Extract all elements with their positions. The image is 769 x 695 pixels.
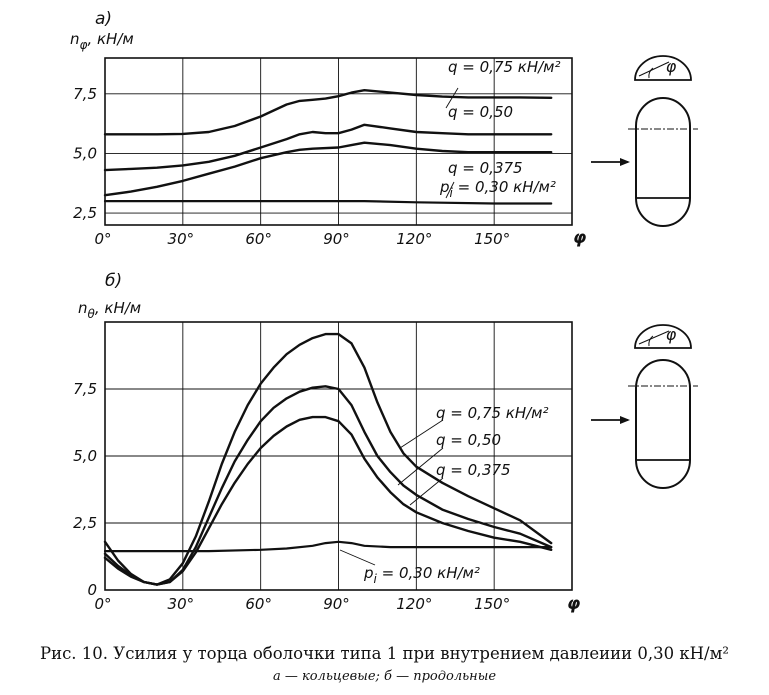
x-tick-label: 120° [396, 230, 432, 248]
series-line-1 [103, 88, 553, 136]
chart-panel-a: 0° 30° 60° 90° 120° 150° 2,5 5,0 7,5 q = 0,75 кН/… [70, 9, 586, 248]
pi-value: = 0,30 кН/м² [453, 178, 556, 196]
angle-arc [648, 335, 654, 347]
pi-value: = 0,30 кН/м² [377, 564, 480, 582]
y-axis-unit: , кН/м [95, 299, 141, 317]
y-tick-label: 7,5 [73, 85, 97, 103]
series-label-q375: q = 0,375 [448, 159, 523, 177]
x-tick-label: 90° [323, 595, 350, 613]
arrow-head [620, 416, 630, 424]
annotation-leader [339, 549, 376, 566]
x-tick-label: 30° [168, 230, 195, 248]
y-axis-label: nθ, кН/м [78, 299, 141, 321]
caption-sub: а — кольцевые; б — продольные [272, 669, 497, 684]
y-tick-label: 5,0 [73, 447, 97, 465]
panel-label: б) [105, 271, 122, 291]
series-label-q50: q = 0,50 [436, 431, 501, 449]
angle-ray [638, 61, 670, 77]
y-axis-subscript: θ [88, 307, 96, 321]
series-line-3 [103, 415, 553, 586]
y-tick-label: 0 [87, 581, 97, 599]
annotation-leader [409, 477, 444, 506]
annotation-leader [397, 447, 444, 486]
pi-subscript: i [450, 186, 454, 200]
vessel-sketch-b: φ [591, 324, 698, 489]
y-axis-unit: , кН/м [87, 30, 133, 48]
x-tick-label: 150° [474, 230, 510, 248]
panel-label: а) [95, 9, 112, 29]
y-axis-symbol: n [70, 30, 80, 48]
y-tick-label: 7,5 [73, 380, 97, 398]
y-tick-label: 2,5 [73, 204, 97, 222]
x-tick-label: 90° [323, 230, 350, 248]
x-axis-label: φ [573, 228, 586, 248]
annotation-leader [445, 181, 455, 199]
angle-ray [638, 330, 670, 345]
angle-label: φ [666, 57, 677, 76]
series-line-2 [103, 123, 553, 172]
annotation-leader [445, 87, 459, 109]
x-tick-label: 0° [94, 595, 111, 613]
x-tick-label: 60° [245, 595, 272, 613]
x-tick-label: 0° [94, 230, 111, 248]
angle-label: φ [666, 325, 677, 344]
series-line-4 [103, 540, 553, 553]
figure-caption: Рис. 10. Усилия у торца оболочки типа 1 … [0, 644, 769, 684]
series-label-q375: q = 0,375 [436, 461, 511, 479]
series-line-3 [103, 141, 553, 197]
arrow-head [620, 158, 630, 166]
x-tick-label: 30° [168, 595, 195, 613]
series-line-4 [103, 200, 553, 205]
cap-section [634, 324, 692, 349]
pi-symbol: p [363, 564, 374, 582]
series-line-1 [103, 332, 553, 586]
vessel-outline [635, 359, 691, 489]
x-tick-label: 120° [396, 595, 432, 613]
x-tick-label: 60° [245, 230, 272, 248]
y-axis-symbol: n [78, 299, 88, 317]
x-tick-label: 150° [474, 595, 510, 613]
series-label-pi: pi = 0,30 кН/м² [439, 178, 556, 200]
y-axis-subscript: φ [80, 38, 88, 52]
series-label-q50: q = 0,50 [448, 103, 513, 121]
series-label-q75: q = 0,75 кН/м² [448, 58, 561, 76]
caption-main: Рис. 10. Усилия у торца оболочки типа 1 … [39, 644, 730, 663]
y-axis-label: nφ, кН/м [70, 30, 134, 52]
vessel-sketch-a: φ [591, 55, 698, 227]
pi-symbol: p [439, 178, 450, 196]
series-label-q75: q = 0,75 кН/м² [436, 404, 549, 422]
angle-arc [648, 67, 654, 79]
vessel-outline [635, 97, 691, 227]
annotation-leader [399, 419, 444, 449]
pi-subscript: i [374, 572, 378, 586]
series-label-pi: pi = 0,30 кН/м² [363, 564, 480, 586]
y-tick-label: 5,0 [73, 144, 97, 162]
cap-section [634, 55, 692, 81]
chart-panel-b: 0° 30° 60° 90° 120° 150° 0 2,5 5,0 7,5 q = 0,75 кН… [73, 271, 580, 614]
x-axis-label: φ [567, 594, 580, 614]
y-tick-label: 2,5 [73, 514, 97, 532]
